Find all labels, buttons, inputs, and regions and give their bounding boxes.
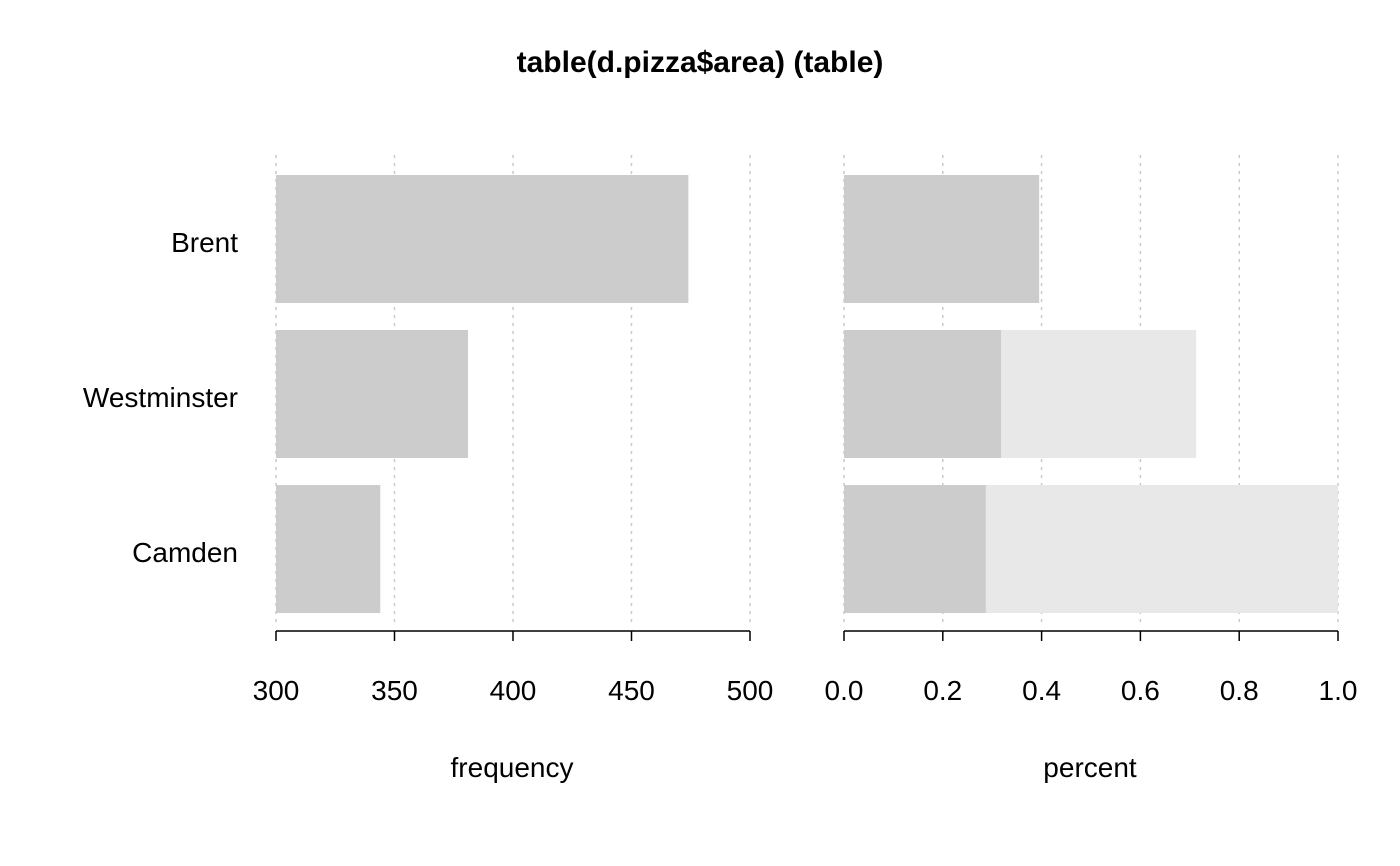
percent-bar-camden: [844, 485, 986, 613]
frequency-panel: 300 350 400 450 500: [253, 155, 774, 706]
percent-tick-label-0: 0.0: [825, 675, 864, 706]
frequency-tick-label-2: 400: [490, 675, 537, 706]
percent-bar-westminster: [844, 330, 1002, 458]
category-labels: Brent Westminster Camden: [83, 227, 238, 568]
percent-tick-label-2: 0.4: [1022, 675, 1061, 706]
percent-bar-brent: [844, 175, 1040, 303]
frequency-axis-label: frequency: [451, 752, 574, 783]
percent-tick-label-3: 0.6: [1121, 675, 1160, 706]
category-label-camden: Camden: [132, 537, 238, 568]
frequency-tick-label-4: 500: [727, 675, 774, 706]
chart-title: table(d.pizza$area) (table): [517, 46, 884, 79]
category-label-westminster: Westminster: [83, 382, 238, 413]
category-label-brent: Brent: [171, 227, 238, 258]
frequency-bar-westminster: [276, 330, 468, 458]
percent-panel: 0.0 0.2 0.4 0.6 0.8 1.0: [825, 155, 1358, 706]
percent-tick-label-4: 0.8: [1220, 675, 1259, 706]
percent-axis-label: percent: [1043, 752, 1137, 783]
percent-tick-label-5: 1.0: [1319, 675, 1358, 706]
frequency-bar-camden: [276, 485, 381, 613]
frequency-tick-label-1: 350: [371, 675, 418, 706]
frequency-tick-label-0: 300: [253, 675, 300, 706]
frequency-tick-label-3: 450: [608, 675, 655, 706]
percent-tick-label-1: 0.2: [923, 675, 962, 706]
frequency-bar-brent: [276, 175, 689, 303]
